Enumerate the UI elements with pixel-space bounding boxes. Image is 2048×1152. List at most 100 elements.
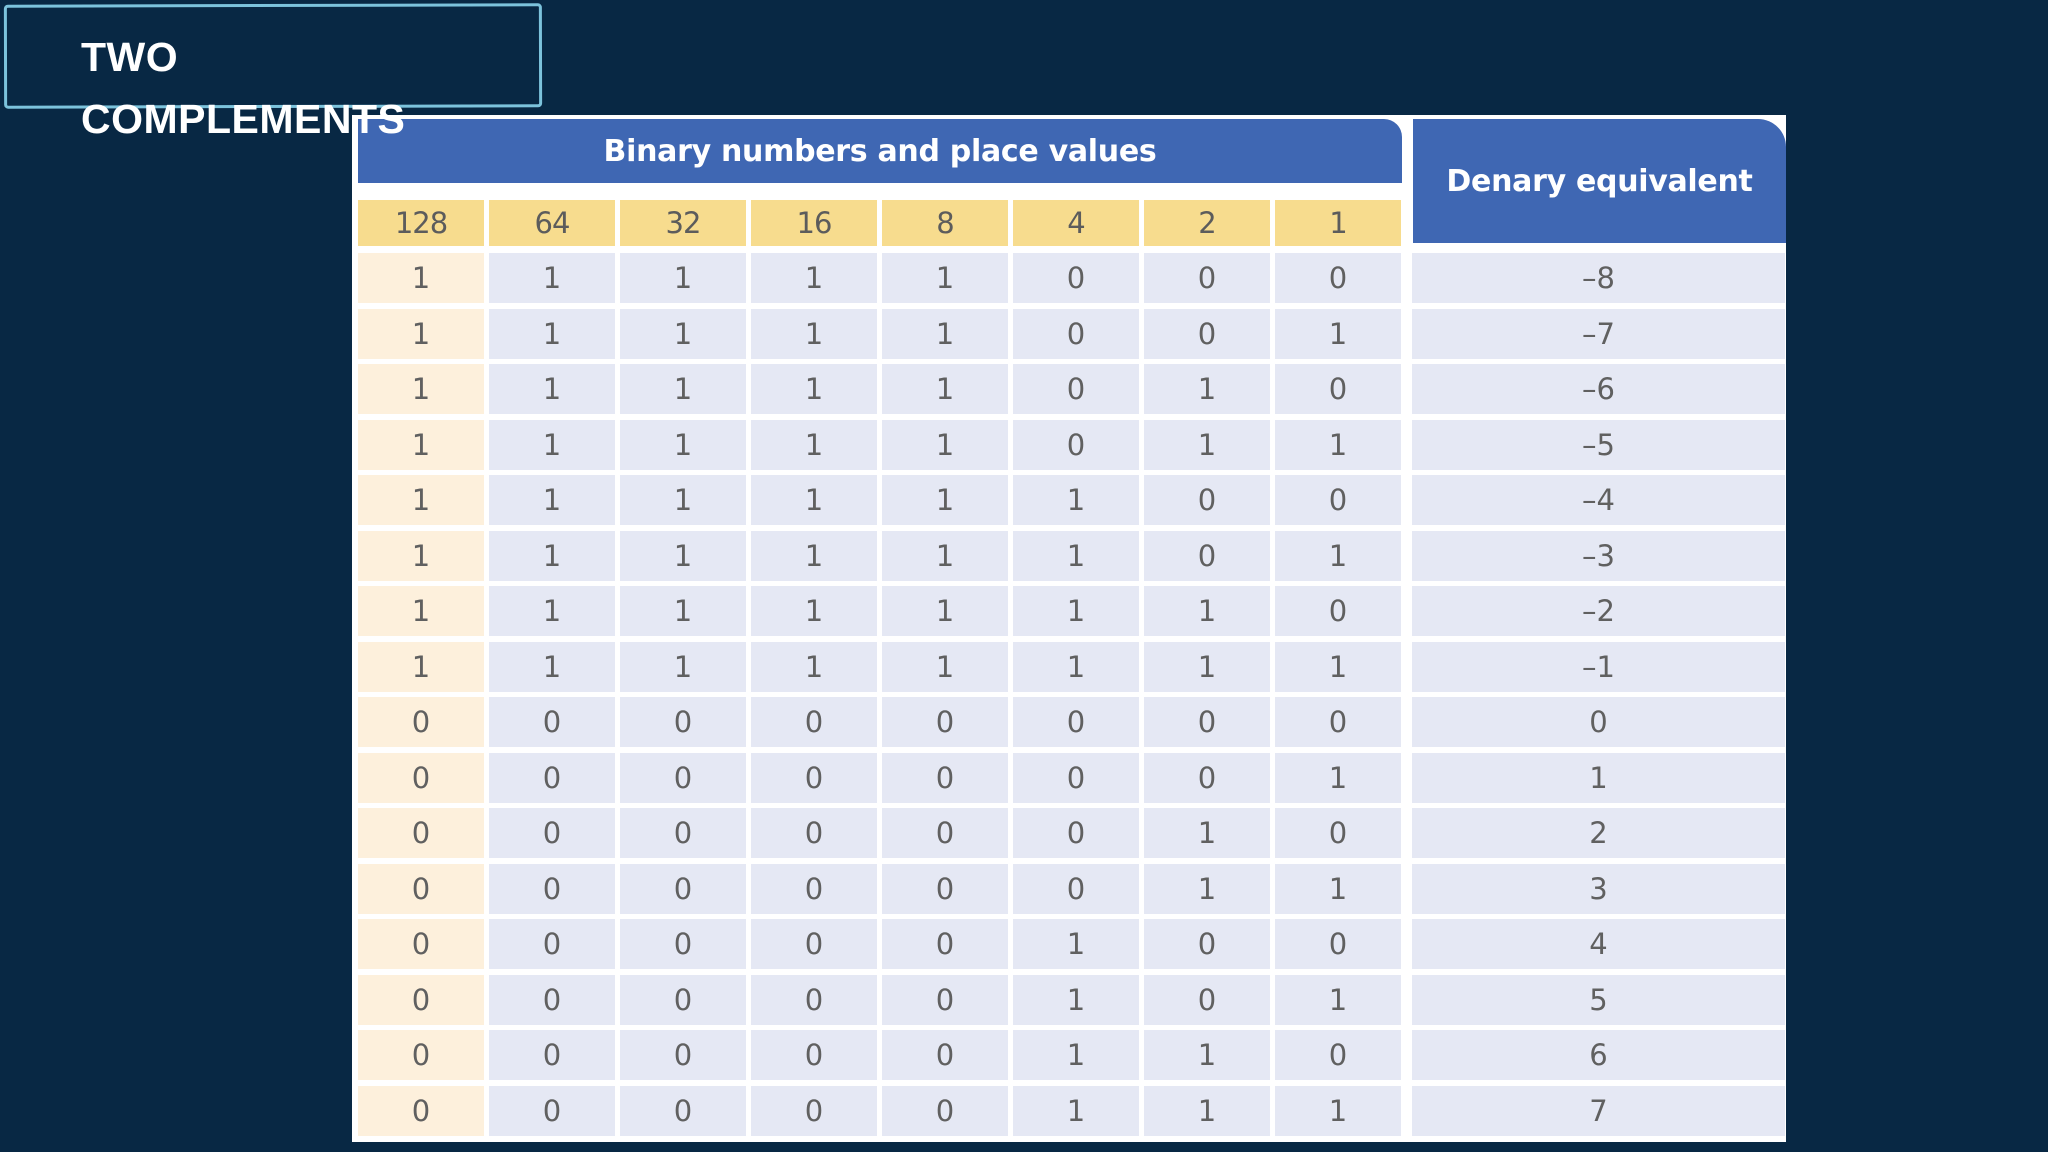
place-value-cell: 4 [1013,200,1139,246]
bit-cell: 0 [358,1030,484,1080]
bit-cell: 0 [751,1085,877,1136]
bit-cell: 1 [489,308,615,359]
bit-cell: 0 [489,808,615,858]
table-row: 1 1 1 1 1 0 0 1 –7 [352,308,1785,359]
bit-cell: 0 [1144,530,1270,581]
bit-cell: 0 [751,808,877,858]
denary-cell: 1 [1412,752,1785,803]
bit-cell: 0 [1013,752,1139,803]
bit-cell: 0 [620,974,746,1025]
bit-cell: 1 [751,419,877,470]
bit-cell: 1 [1275,1085,1401,1136]
bit-cell: 1 [1275,419,1401,470]
bit-cell: 0 [489,1085,615,1136]
bit-cell: 0 [1275,364,1401,414]
bit-cell: 1 [1275,308,1401,359]
bit-cell: 0 [1275,697,1401,747]
bit-cell: 0 [1275,475,1401,525]
bit-cell: 0 [1013,364,1139,414]
bit-cell: 0 [620,697,746,747]
bit-cell: 1 [1275,530,1401,581]
table-row: 1 1 1 1 1 0 0 0 –8 [352,253,1785,303]
bit-cell: 0 [882,808,1008,858]
place-value-cell: 2 [1144,200,1270,246]
denary-cell: –1 [1412,641,1785,692]
place-value-cell: 16 [751,200,877,246]
bit-cell: 1 [358,641,484,692]
bit-cell: 0 [1144,974,1270,1025]
bit-cell: 0 [358,752,484,803]
bit-cell: 0 [358,974,484,1025]
bit-cell: 0 [1144,475,1270,525]
denary-cell: –3 [1412,530,1785,581]
denary-cell: 2 [1412,808,1785,858]
denary-cell: –6 [1412,364,1785,414]
bit-cell: 0 [751,697,877,747]
bit-cell: 1 [620,530,746,581]
bit-cell: 0 [358,808,484,858]
bit-cell: 1 [751,586,877,636]
bit-cell: 1 [1275,974,1401,1025]
bit-cell: 1 [751,308,877,359]
place-value-cell: 128 [358,200,484,246]
binary-place-values-header: Binary numbers and place values [358,119,1402,183]
bit-cell: 1 [1013,1030,1139,1080]
bit-cell: 0 [1144,752,1270,803]
bit-cell: 0 [751,974,877,1025]
bit-cell: 1 [358,475,484,525]
bit-cell: 0 [882,863,1008,914]
bit-cell: 0 [1013,697,1139,747]
denary-cell: 0 [1412,697,1785,747]
bit-cell: 0 [882,752,1008,803]
bit-cell: 1 [1013,1085,1139,1136]
bit-cell: 1 [1013,919,1139,969]
bit-cell: 1 [489,475,615,525]
table-row: 1 1 1 1 1 1 0 1 –3 [352,530,1785,581]
bit-cell: 1 [489,364,615,414]
bit-cell: 1 [358,308,484,359]
bit-cell: 0 [1144,919,1270,969]
bit-cell: 1 [620,641,746,692]
bit-cell: 1 [882,308,1008,359]
place-value-row: 128 64 32 16 8 4 2 1 [358,200,1401,246]
denary-cell: 3 [1412,863,1785,914]
bit-cell: 0 [1013,808,1139,858]
bit-cell: 0 [1144,697,1270,747]
bit-cell: 0 [489,919,615,969]
bit-cell: 0 [1144,253,1270,303]
table-row: 1 1 1 1 1 1 0 0 –4 [352,475,1785,525]
denary-cell: 4 [1412,919,1785,969]
bit-cell: 0 [620,1085,746,1136]
bit-cell: 0 [1013,419,1139,470]
bit-cell: 1 [882,419,1008,470]
bit-cell: 0 [358,1085,484,1136]
bit-cell: 0 [1013,308,1139,359]
bit-cell: 1 [489,530,615,581]
bit-cell: 1 [358,364,484,414]
bit-cell: 0 [358,863,484,914]
bit-cell: 0 [751,863,877,914]
bit-cell: 1 [1275,752,1401,803]
bit-cell: 0 [1275,919,1401,969]
bit-cell: 0 [620,863,746,914]
bit-cell: 1 [1144,364,1270,414]
bit-cell: 1 [489,641,615,692]
bit-cell: 1 [489,586,615,636]
bit-cell: 0 [620,919,746,969]
bit-cell: 1 [751,641,877,692]
table-row: 1 1 1 1 1 1 1 1 –1 [352,641,1785,692]
bit-cell: 1 [489,253,615,303]
bit-cell: 0 [751,1030,877,1080]
bit-cell: 1 [882,530,1008,581]
bit-cell: 1 [882,641,1008,692]
bit-cell: 1 [1144,419,1270,470]
place-value-cell: 32 [620,200,746,246]
bit-cell: 1 [751,253,877,303]
table-body: 1 1 1 1 1 0 0 0 –8 1 1 1 1 1 0 0 1 –7 1 1 1 1 1 0 1 0 –6 1 1 1 1 1 0 1 1 –5… [352,253,1785,1141]
denary-cell: –2 [1412,586,1785,636]
bit-cell: 0 [751,919,877,969]
bit-cell: 0 [882,974,1008,1025]
bit-cell: 1 [1144,1085,1270,1136]
